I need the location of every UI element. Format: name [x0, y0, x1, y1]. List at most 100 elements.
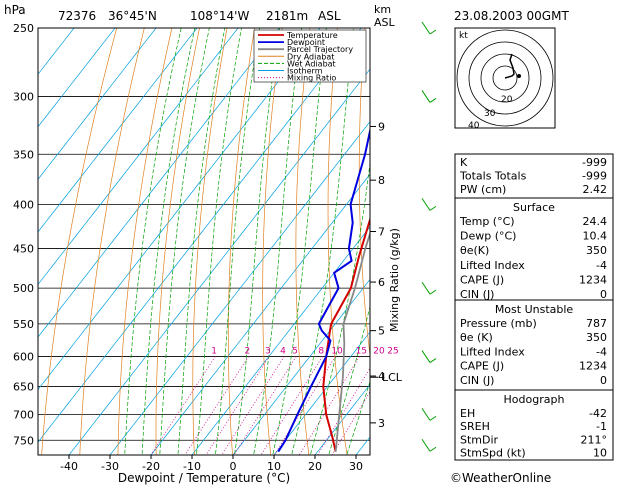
index-row-label: PW (cm)	[460, 183, 506, 196]
pressure-tick-label: 700	[13, 408, 34, 421]
hodograph-param-row-label: StmSpd (kt)	[460, 447, 526, 460]
x-tick-label: 10	[267, 460, 281, 473]
mixing-ratio-line	[260, 356, 323, 455]
hodograph-param-row-label: SREH	[460, 420, 490, 433]
surface-title: Surface	[513, 201, 555, 214]
hodograph-ring-label: 40	[468, 121, 480, 131]
surface-row-label: Temp (°C)	[459, 215, 515, 228]
index-row-value: 2.42	[583, 183, 608, 196]
dry-adiabat-line	[79, 28, 145, 455]
index-row-label: K	[460, 156, 468, 169]
surface-row-label: CIN (J)	[460, 288, 494, 301]
wind-barb-flag	[429, 289, 437, 295]
mixing-ratio-line	[317, 367, 370, 455]
wet-adiabat-line	[215, 28, 260, 455]
height-tick-label: 8	[378, 174, 385, 187]
wet-adiabat-line	[141, 28, 196, 455]
wind-barb-flag	[429, 98, 437, 103]
wind-barb-staff	[421, 90, 431, 103]
isotherm-line	[38, 28, 239, 286]
height-tick-label: 7	[378, 226, 385, 239]
plot-area	[38, 28, 629, 455]
elevation-reference: ASL	[318, 9, 341, 23]
hodograph-param-row-value: 211°	[581, 433, 608, 446]
x-tick-label: -10	[183, 460, 201, 473]
x-tick-label: 30	[349, 460, 363, 473]
wind-barb-staff	[421, 281, 431, 295]
mixing-ratio-label: 10	[331, 347, 343, 357]
isotherm-line	[38, 28, 198, 233]
sounding-datetime: 23.08.2003 00GMT	[454, 9, 569, 23]
wind-barbs	[421, 21, 437, 452]
x-tick-label: -20	[142, 460, 160, 473]
surface-row-value: 1234	[579, 273, 607, 286]
wind-barb-flag	[429, 205, 437, 211]
dry-adiabat-line	[295, 28, 311, 455]
legend-mixing-ratio-label: Mixing Ratio	[287, 74, 336, 83]
hodograph-param-row-value: -1	[596, 420, 607, 433]
legend-isotherm-label: Isotherm	[287, 67, 323, 76]
isotherm-line	[232, 278, 370, 455]
pressure-tick-label: 650	[13, 381, 34, 394]
mixing-ratio-line	[221, 356, 285, 455]
indices-table: K -999 Totals Totals -999 PW (cm) 2.42 Surface…	[454, 153, 614, 461]
most-unstable-row-label: CIN (J)	[460, 374, 494, 387]
hodograph: kt 20 30 40	[454, 27, 556, 131]
height-tick-label: 3	[378, 417, 385, 430]
index-row-value: -999	[582, 170, 607, 183]
wind-barb-staff	[421, 21, 431, 35]
most-unstable-row-label: Lifted Index	[460, 345, 525, 358]
wet-adiabat-line	[124, 28, 182, 455]
mixing-ratio-label: 25	[387, 347, 398, 357]
dry-adiabat-line	[613, 28, 629, 455]
height-tick-label: 4	[378, 370, 385, 383]
most-unstable-row-value: 350	[586, 331, 607, 344]
most-unstable-title: Most Unstable	[495, 303, 574, 316]
wind-barb-flag	[429, 415, 437, 421]
isotherm-line	[150, 173, 370, 455]
hodograph-param-row-value: -42	[589, 407, 607, 420]
hodograph-ring-40	[456, 29, 554, 127]
isotherm-line	[68, 68, 370, 455]
height-tick-label: 6	[378, 276, 385, 289]
hodograph-ring-label: 20	[501, 95, 513, 105]
pressure-tick-label: 750	[13, 434, 34, 447]
surface-row-value: -4	[596, 259, 607, 272]
height-tick-label: 5	[378, 325, 385, 338]
station-longitude: 108°14'W	[190, 9, 249, 23]
mixing-ratio-label: 15	[355, 347, 366, 357]
dry-adiabat-line	[117, 28, 173, 455]
dry-adiabat-line	[41, 28, 118, 455]
mixing-ratio-axis-title: Mixing Ratio (g/kg)	[388, 228, 401, 332]
hodograph-params-title: Hodograph	[504, 393, 565, 406]
hodograph-unit: kt	[459, 31, 468, 41]
dry-adiabat-line	[327, 28, 348, 455]
x-tick-label: 20	[308, 460, 322, 473]
station-elevation: 2181m	[266, 9, 308, 23]
isotherm-line	[38, 28, 321, 391]
surface-row-value: 350	[586, 244, 607, 257]
mixing-ratio-label: 2	[244, 347, 250, 357]
isotherm-line	[109, 121, 370, 455]
storm-motion-marker	[517, 74, 521, 78]
isotherm-line	[38, 28, 362, 443]
hodograph-param-row-label: StmDir	[460, 433, 499, 446]
pressure-tick-label: 250	[13, 22, 34, 35]
dry-adiabat-line	[358, 28, 370, 359]
wind-barb-staff	[421, 198, 431, 211]
mixing-ratio-line	[184, 356, 249, 455]
mixing-ratio-label: 1	[211, 347, 217, 357]
wet-adiabat-line	[234, 28, 280, 455]
most-unstable-row-value: 787	[586, 317, 607, 330]
pressure-unit-label: hPa	[4, 3, 26, 17]
height-tick-label: 9	[378, 120, 385, 133]
mixing-ratio-label: 5	[292, 347, 298, 357]
hodograph-params-box	[454, 389, 614, 461]
legend-dewpoint-label: Dewpoint	[287, 38, 325, 47]
temperature-profile	[322, 216, 370, 452]
x-tick-label: 0	[230, 460, 237, 473]
surface-row-label: Lifted Index	[460, 259, 525, 272]
km-unit-label: km	[374, 3, 391, 16]
isotherm-line	[191, 226, 370, 455]
